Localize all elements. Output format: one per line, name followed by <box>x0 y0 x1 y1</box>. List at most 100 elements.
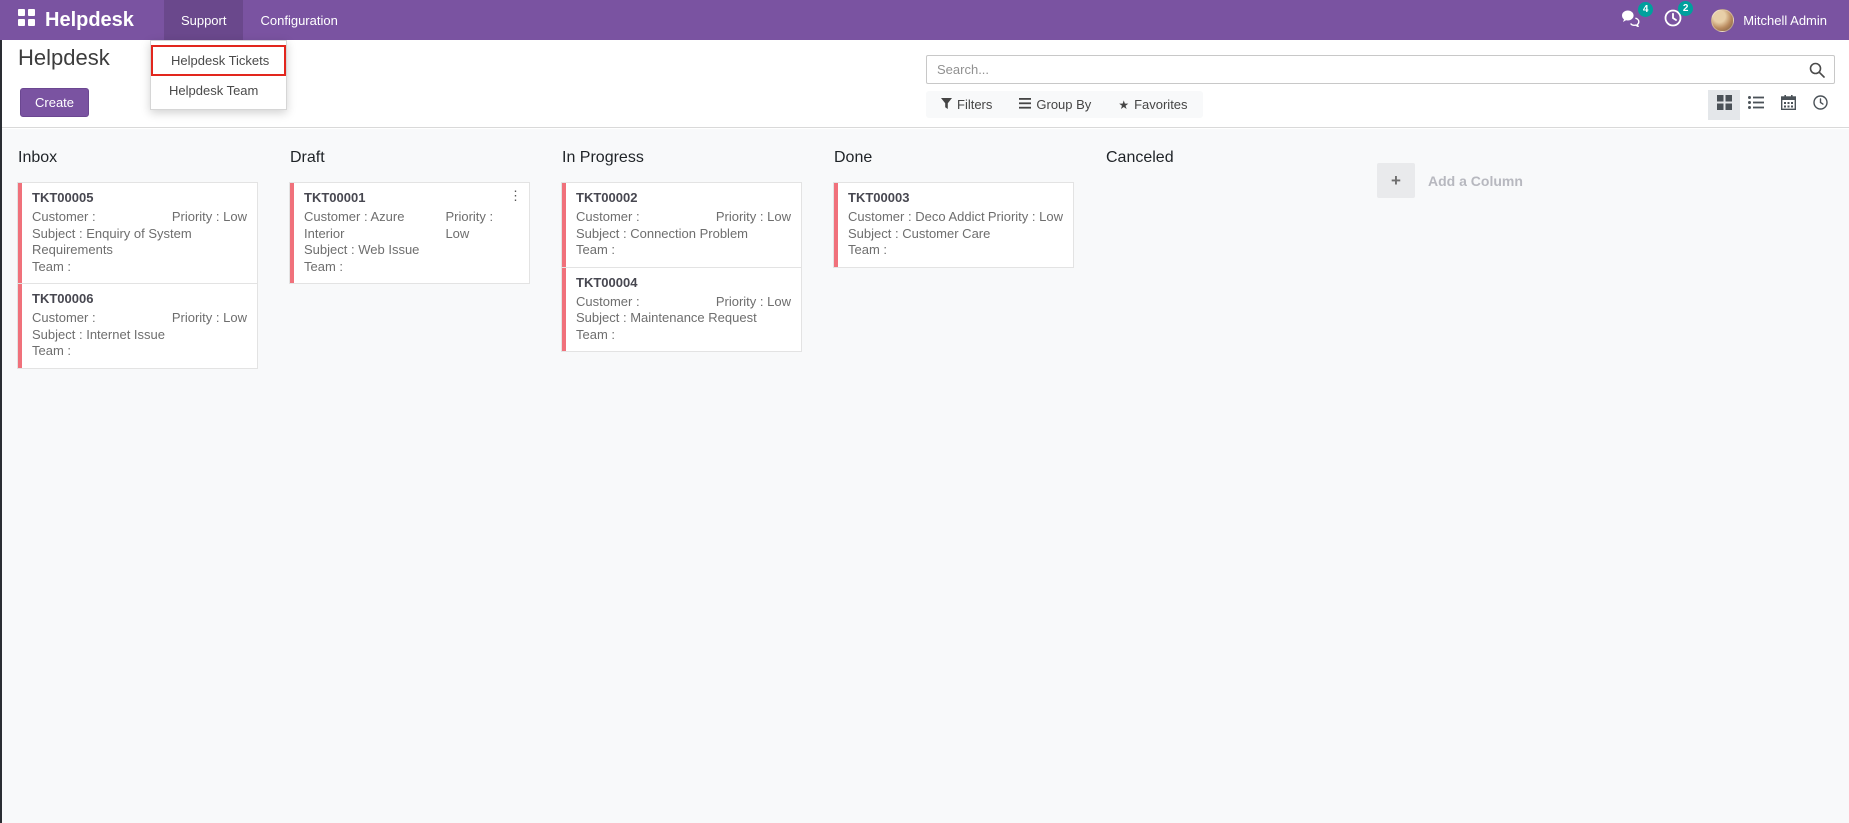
favorites-button-label: Favorites <box>1134 97 1188 112</box>
messages-button[interactable]: 4 <box>1621 1 1654 32</box>
ticket-card-tkt00004[interactable]: TKT00004 Customer : Priority : Low Subje… <box>561 266 802 352</box>
team-field: Team : <box>576 242 616 257</box>
ticket-number: TKT00004 <box>576 274 638 290</box>
nav-menu-support[interactable]: Support <box>163 0 244 40</box>
customer-priority-row: Customer : Priority : Low <box>32 310 247 327</box>
kanban-view-button[interactable] <box>1708 90 1740 120</box>
filters-button-label: Filters <box>957 97 993 112</box>
navbar-right: 4 2 Mitchell Admin <box>1601 0 1849 40</box>
activities-count-badge: 2 <box>1678 0 1694 16</box>
column-title[interactable]: Canceled <box>1106 149 1174 166</box>
add-column-button[interactable]: + Add a Column <box>1377 163 1523 198</box>
team-field: Team : <box>848 242 888 257</box>
support-dropdown-menu: Helpdesk Tickets Helpdesk Team <box>150 40 287 110</box>
user-avatar[interactable] <box>1711 8 1735 32</box>
customer-field: Customer : <box>576 209 640 224</box>
group-by-button-label: Group By <box>1036 97 1092 112</box>
team-field: Team : <box>32 258 72 274</box>
card-color-stripe <box>562 267 566 351</box>
user-menu[interactable]: Mitchell Admin <box>1743 12 1827 28</box>
column-title[interactable]: Inbox <box>18 149 58 166</box>
card-menu-icon[interactable]: ⋮ <box>509 188 522 203</box>
team-field: Team : <box>576 326 616 342</box>
priority-field: Priority : Low <box>715 293 791 309</box>
customer-field: Customer : <box>32 310 96 325</box>
filters-button[interactable]: Filters <box>941 97 992 112</box>
team-field: Team : <box>32 343 72 358</box>
list-view-button[interactable] <box>1740 90 1772 120</box>
messages-count-badge: 4 <box>1638 1 1654 17</box>
card-color-stripe <box>562 183 566 267</box>
ticket-card-tkt00006[interactable]: TKT00006 Customer : Priority : Low Subje… <box>17 283 258 369</box>
dropdown-item-helpdesk-tickets[interactable]: Helpdesk Tickets <box>151 45 286 76</box>
ticket-card-tkt00005[interactable]: TKT00005 Customer : Priority : Low Subje… <box>17 182 258 284</box>
activity-view-clock-icon <box>1812 95 1828 115</box>
group-by-button[interactable]: Group By <box>1019 97 1091 112</box>
team-field: Team : <box>304 258 344 274</box>
navbar-left: Helpdesk Support Configuration <box>0 0 355 40</box>
subject-field: Subject : Web Issue <box>304 242 420 257</box>
ticket-card-tkt00002[interactable]: TKT00002 Customer : Priority : Low Subje… <box>561 182 802 268</box>
apps-menu-button[interactable] <box>0 0 35 40</box>
ticket-number: TKT00003 <box>848 190 910 205</box>
card-color-stripe <box>834 183 838 267</box>
view-switcher <box>1708 90 1836 120</box>
customer-priority-row: Customer : Priority : Low <box>576 209 791 226</box>
priority-field: Priority : Low <box>171 310 247 325</box>
create-button[interactable]: Create <box>20 88 90 117</box>
ticket-card-tkt00001[interactable]: ⋮ TKT00001 Customer : Azure Interior Pri… <box>289 182 530 284</box>
column-title[interactable]: In Progress <box>562 149 644 166</box>
dropdown-item-helpdesk-team[interactable]: Helpdesk Team <box>169 83 259 98</box>
column-title[interactable]: Done <box>834 149 873 166</box>
kanban-column-canceled: Canceled <box>1105 147 1346 182</box>
card-color-stripe <box>18 183 22 283</box>
kanban-column-done: Done TKT00003 Customer : Deco Addict Pri… <box>833 147 1074 268</box>
navbar-menus: Support Configuration <box>163 0 355 40</box>
search-input[interactable] <box>927 62 1809 77</box>
customer-field: Customer : Deco Addict <box>848 209 985 224</box>
card-color-stripe <box>18 284 22 368</box>
window-left-edge <box>0 40 2 823</box>
search-box <box>926 55 1835 84</box>
ticket-number: TKT00006 <box>32 291 94 306</box>
favorites-button[interactable]: ★ Favorites <box>1118 97 1187 112</box>
group-by-bars-icon <box>1019 97 1032 112</box>
card-color-stripe <box>290 183 294 283</box>
search-options-bar: Filters Group By ★ Favorites <box>926 91 1203 118</box>
kanban-view-icon <box>1716 95 1732 115</box>
ticket-number: TKT00005 <box>32 190 94 205</box>
messages-icon <box>1621 9 1643 32</box>
kanban-column-inbox: Inbox TKT00005 Customer : Priority : Low… <box>17 147 258 369</box>
subject-field: Subject : Customer Care <box>848 225 991 241</box>
list-view-icon <box>1748 96 1764 114</box>
ticket-number: TKT00001 <box>304 190 366 205</box>
page-title: Helpdesk <box>18 45 110 70</box>
calendar-view-icon <box>1780 95 1796 115</box>
search-icon[interactable] <box>1809 62 1834 78</box>
priority-field: Priority : Low <box>715 209 791 224</box>
ticket-number: TKT00002 <box>576 190 638 205</box>
activities-button[interactable]: 2 <box>1663 0 1694 33</box>
subject-field: Subject : Enquiry of System Requirements <box>32 225 192 258</box>
customer-field: Customer : Azure Interior <box>304 209 405 241</box>
nav-menu-configuration[interactable]: Configuration <box>260 12 338 28</box>
customer-priority-row: Customer : Priority : Low <box>576 294 791 311</box>
activity-view-button[interactable] <box>1804 90 1836 120</box>
app-brand-title: Helpdesk <box>45 8 134 31</box>
calendar-view-button[interactable] <box>1772 90 1804 120</box>
add-column-plus-icon[interactable]: + <box>1377 163 1415 198</box>
customer-field: Customer : <box>576 293 640 309</box>
customer-field: Customer : <box>32 209 96 224</box>
activity-clock-icon <box>1663 8 1683 33</box>
column-title[interactable]: Draft <box>290 149 325 166</box>
subject-field: Subject : Connection Problem <box>576 225 749 241</box>
kanban-board: Inbox TKT00005 Customer : Priority : Low… <box>0 129 1849 823</box>
subject-field: Subject : Maintenance Request <box>576 310 757 325</box>
subject-field: Subject : Internet Issue <box>32 326 165 342</box>
favorites-star-icon: ★ <box>1118 97 1130 112</box>
ticket-card-tkt00003[interactable]: TKT00003 Customer : Deco Addict Priority… <box>833 182 1074 268</box>
filter-funnel-icon <box>941 97 952 112</box>
customer-priority-row: Customer : Priority : Low <box>32 209 247 226</box>
kanban-column-in-progress: In Progress TKT00002 Customer : Priority… <box>561 147 802 352</box>
kanban-column-draft: Draft ⋮ TKT00001 Customer : Azure Interi… <box>289 147 530 284</box>
